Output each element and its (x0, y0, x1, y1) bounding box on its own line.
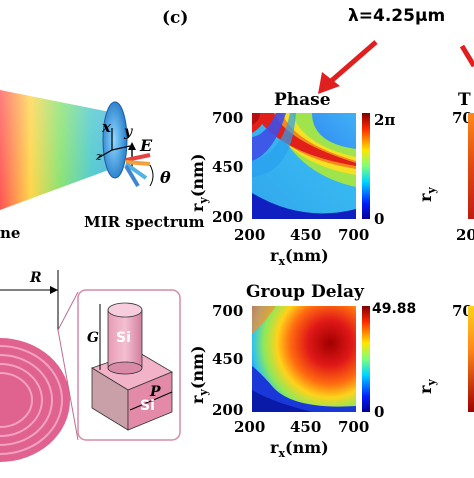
height-label: G (87, 330, 99, 346)
phase-ytick-450: 450 (212, 158, 244, 176)
cut-label: ne (0, 224, 21, 242)
base-material-label: Si (140, 398, 155, 414)
axis-z-label: z (96, 150, 102, 163)
group-delay-ytick-450: 450 (212, 350, 244, 368)
phase-colorbar-min: 0 (374, 210, 385, 228)
field-e-label: E (140, 136, 153, 155)
axis-y-label: y (124, 124, 133, 140)
group-delay-title: Group Delay (246, 282, 364, 302)
wavelength-label: λ=4.25μm (348, 6, 446, 26)
right-top-xtick: 20 (456, 226, 474, 244)
mir-spectrum-label: MIR spectrum (84, 213, 205, 231)
phase-colorbar-max: 2π (374, 111, 396, 129)
right-top-heatmap-edge (468, 113, 474, 219)
group-delay-heatmap (252, 306, 356, 412)
phase-xtick-700: 700 (338, 226, 370, 244)
group-delay-xtick-200: 200 (234, 418, 266, 436)
phase-ytick-200: 200 (212, 208, 244, 226)
right-bottom-ytick: 70 (452, 302, 473, 320)
right-bottom-ylabel-main: r (416, 385, 435, 394)
panel-label: (c) (162, 8, 189, 28)
group-delay-ylabel-main: r (188, 395, 207, 404)
group-delay-colorbar-min: 0 (374, 403, 385, 421)
metalens-illustration (0, 90, 181, 462)
angle-theta-label: θ (160, 168, 171, 187)
phase-colorbar (362, 113, 370, 219)
left-illustration: x y z E θ MIR spectrum ne R G Si P Si (0, 0, 205, 474)
right-bottom-ylabel-sub: y (425, 379, 439, 386)
phase-xtick-200: 200 (234, 226, 266, 244)
group-delay-ylabel-sub: y (197, 389, 211, 396)
pillar-material-label: Si (116, 330, 131, 346)
right-top-ylabel-main: r (416, 193, 435, 202)
group-delay-colorbar-max: 49.88 (372, 301, 417, 317)
group-delay-xtick-700: 700 (338, 418, 370, 436)
group-delay-ytick-200: 200 (212, 401, 244, 419)
group-delay-ytick-700: 700 (212, 302, 244, 320)
group-delay-xlabel-sub: x (278, 447, 285, 461)
phase-ylabel-sub: y (197, 197, 211, 204)
phase-ytick-700: 700 (212, 109, 244, 127)
phase-ylabel-main: r (188, 203, 207, 212)
group-delay-xtick-450: 450 (290, 418, 322, 436)
right-top-ytick: 70 (452, 109, 473, 127)
group-delay-colorbar (362, 306, 370, 412)
phase-xlabel-unit: (nm) (285, 246, 329, 265)
phase-title: Phase (274, 90, 331, 110)
phase-xlabel-main: r (270, 246, 279, 265)
phase-xlabel: rx(nm) (270, 246, 329, 269)
axis-x-label: x (102, 118, 111, 136)
metalens-rings (0, 338, 70, 462)
group-delay-xlabel: rx(nm) (270, 438, 329, 461)
phase-xtick-450: 450 (290, 226, 322, 244)
width-label: P (150, 384, 161, 400)
group-delay-xlabel-unit: (nm) (285, 438, 329, 457)
radius-label: R (30, 270, 42, 286)
pointer-arrows (318, 40, 474, 94)
right-bottom-heatmap-edge (468, 306, 474, 412)
phase-ylabel-unit: (nm) (188, 153, 207, 198)
phase-xlabel-sub: x (278, 255, 285, 269)
phase-heatmap (252, 113, 356, 219)
group-delay-xlabel-main: r (270, 438, 279, 457)
right-top-ylabel-sub: y (425, 187, 439, 194)
group-delay-ylabel-unit: (nm) (188, 345, 207, 390)
right-top-title: T (458, 90, 471, 110)
